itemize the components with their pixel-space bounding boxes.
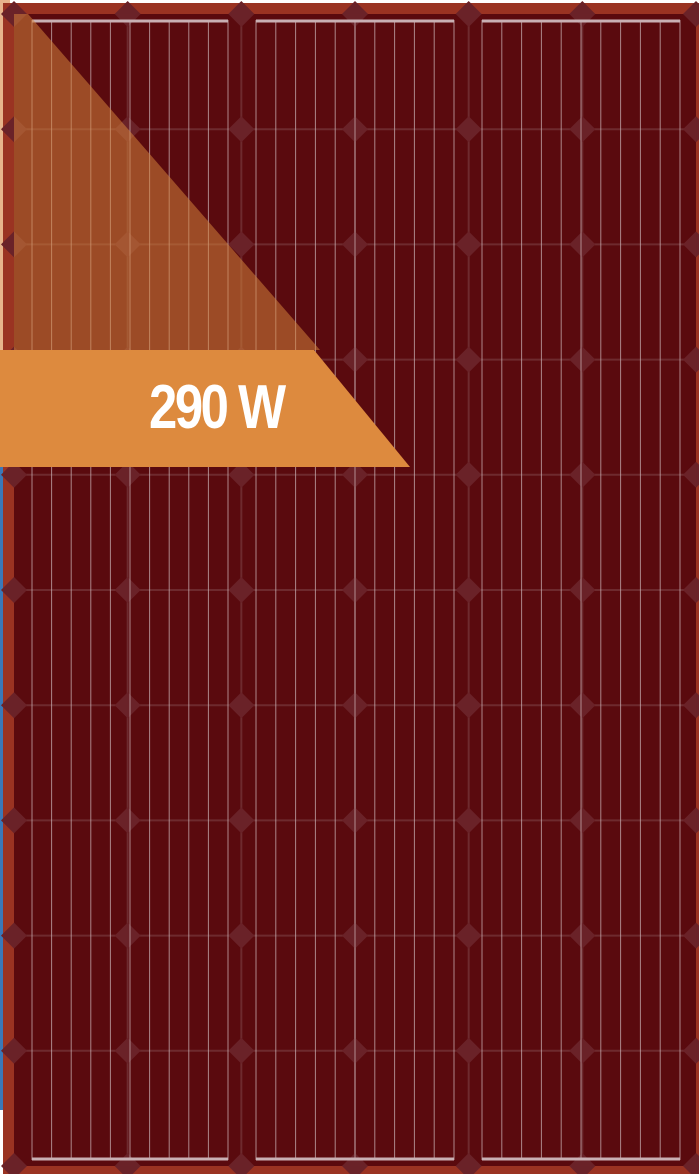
cell-corner-diamond bbox=[455, 116, 482, 143]
cell-corner-diamond bbox=[228, 1037, 255, 1064]
cell-corner-diamond bbox=[1, 1037, 27, 1064]
cell-corner-diamond bbox=[683, 346, 699, 373]
cell-corner-diamond bbox=[569, 922, 596, 949]
cell-corner-diamond bbox=[455, 807, 482, 834]
cell-corner-diamond bbox=[569, 116, 596, 143]
cell-corner-diamond bbox=[569, 807, 596, 834]
cell-corner-diamond bbox=[455, 577, 482, 603]
cell-corner-diamond bbox=[569, 346, 596, 373]
cell-corner-diamond bbox=[228, 1153, 255, 1174]
cell-corner-diamond bbox=[228, 231, 255, 258]
cell-corner-diamond bbox=[683, 1037, 699, 1064]
cell-corner-diamond bbox=[455, 346, 482, 373]
cell-corner-diamond bbox=[683, 461, 699, 488]
cell-corner-diamond bbox=[683, 807, 699, 834]
cell-corner-diamond bbox=[455, 1153, 482, 1174]
cell-corner-diamond bbox=[455, 922, 482, 949]
cell-corner-diamond bbox=[683, 692, 699, 719]
cell-corner-diamond bbox=[1, 461, 27, 488]
cell-corner-diamond bbox=[569, 1037, 596, 1064]
power-rating-label: 290 W bbox=[149, 373, 286, 442]
cell-corner-diamond bbox=[342, 1153, 368, 1174]
cell-corner-diamond bbox=[683, 1153, 699, 1174]
cell-corner-diamond bbox=[683, 1, 699, 27]
cell-corner-diamond bbox=[114, 577, 141, 603]
cell-corner-diamond bbox=[1, 922, 27, 949]
cell-corner-diamond bbox=[683, 922, 699, 949]
cell-corner-diamond bbox=[455, 1, 482, 27]
cell-corner-diamond bbox=[683, 577, 699, 603]
cell-corner-diamond bbox=[114, 692, 141, 719]
cell-corner-diamond bbox=[683, 116, 699, 143]
cell-corner-diamond bbox=[1, 807, 27, 834]
cell-corner-diamond bbox=[569, 1153, 596, 1174]
cell-corner-diamond bbox=[228, 692, 255, 719]
cell-corner-diamond bbox=[114, 1153, 141, 1174]
cell-corner-diamond bbox=[1, 1153, 27, 1174]
corner-shade-triangle bbox=[14, 14, 320, 350]
cell-corner-diamond bbox=[569, 231, 596, 258]
cell-corner-diamond bbox=[455, 692, 482, 719]
cell-corner-diamond bbox=[683, 231, 699, 258]
cell-corner-diamond bbox=[569, 692, 596, 719]
cell-corner-diamond bbox=[228, 577, 255, 603]
cell-corner-diamond bbox=[114, 807, 141, 834]
cell-corner-diamond bbox=[455, 461, 482, 488]
power-badge bbox=[0, 350, 410, 467]
cell-corner-diamond bbox=[228, 116, 255, 143]
cell-corner-diamond bbox=[1, 577, 27, 603]
cell-corner-diamond bbox=[114, 1037, 141, 1064]
cell-corner-diamond bbox=[455, 1037, 482, 1064]
cell-corner-diamond bbox=[569, 461, 596, 488]
cell-corner-diamond bbox=[228, 807, 255, 834]
cell-corner-diamond bbox=[228, 461, 255, 488]
cell-corner-diamond bbox=[569, 577, 596, 603]
cell-corner-diamond bbox=[455, 231, 482, 258]
cell-corner-diamond bbox=[114, 922, 141, 949]
cell-corner-diamond bbox=[1, 692, 27, 719]
cell-corner-diamond bbox=[228, 1, 255, 27]
cell-corner-diamond bbox=[228, 922, 255, 949]
cell-corner-diamond bbox=[114, 461, 141, 488]
